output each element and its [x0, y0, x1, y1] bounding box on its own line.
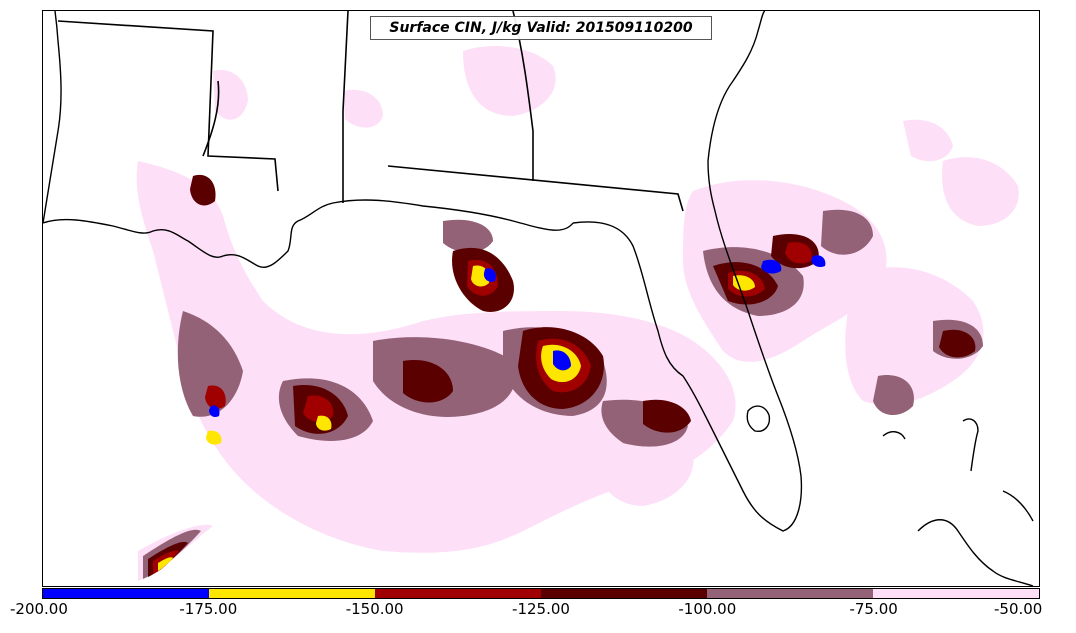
- colorbar-segment-2: [375, 589, 541, 598]
- colorbar-tick-label: -100.00: [678, 600, 737, 618]
- map-panel: [42, 10, 1040, 587]
- cin-map: [43, 11, 1034, 586]
- cin-layer-blue: [209, 255, 826, 418]
- colorbar-tick-label: -50.00: [994, 600, 1043, 618]
- cin-layer-light: [136, 46, 1019, 581]
- colorbar-tick-label: -175.00: [179, 600, 238, 618]
- colorbar: [42, 588, 1040, 599]
- colorbar-segment-1: [209, 589, 375, 598]
- colorbar-tick-label: -125.00: [512, 600, 570, 618]
- colorbar-segment-0: [43, 589, 209, 598]
- coastlines: [43, 11, 1034, 586]
- state-borders: [57, 11, 684, 212]
- colorbar-segment-4: [707, 589, 873, 598]
- colorbar-tick-label: -150.00: [345, 600, 404, 618]
- colorbar-tick-label: -200.00: [10, 600, 68, 618]
- colorbar-segment-3: [541, 589, 707, 598]
- map-title: Surface CIN, J/kg Valid: 201509110200: [370, 16, 712, 40]
- colorbar-segment-5: [873, 589, 1039, 598]
- colorbar-tick-label: -75.00: [849, 600, 898, 618]
